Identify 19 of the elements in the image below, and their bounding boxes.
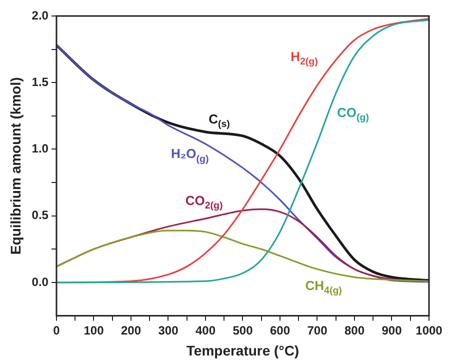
x-tick-label: 1000	[416, 323, 443, 338]
x-axis-title: Temperature (°C)	[186, 342, 300, 358]
x-tick-label: 900	[382, 323, 402, 338]
y-tick-label: 0.5	[32, 208, 49, 222]
x-tick-label: 800	[344, 323, 365, 338]
y-tick-label: 1.5	[32, 74, 49, 89]
x-tick-label: 600	[270, 323, 290, 338]
line-series	[56, 230, 429, 282]
x-tick-label: 500	[232, 323, 254, 338]
y-tick-label: 2.0	[32, 8, 49, 22]
x-tick-label: 100	[84, 323, 104, 338]
x-tick-label: 700	[307, 323, 328, 338]
y-tick-label: 0.0	[32, 274, 49, 289]
y-axis-title: Equilibrium amount (kmol)	[7, 77, 24, 255]
x-tick-label: 400	[195, 323, 216, 338]
x-tick-label: 0	[53, 323, 60, 338]
y-tick-label: 1.0	[32, 142, 49, 156]
x-tick-label: 200	[120, 323, 142, 338]
x-tick-label: 300	[158, 323, 179, 338]
